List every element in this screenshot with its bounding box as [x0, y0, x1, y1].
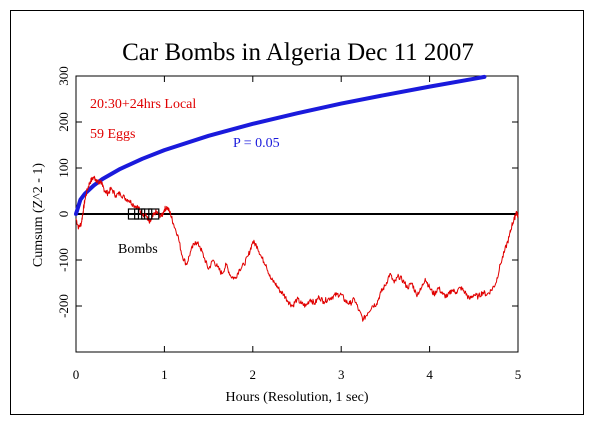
event-marker [127, 208, 140, 220]
event-marker [141, 208, 153, 220]
y-tick-label: -100 [56, 248, 71, 272]
chart-frame [10, 10, 584, 415]
probability-label: P = 0.05 [233, 136, 280, 151]
chart-title: Car Bombs in Algeria Dec 11 2007 [122, 39, 474, 66]
y-axis-label: Cumsum (Z^2 - 1) [31, 163, 46, 268]
x-tick-label: 0 [73, 367, 80, 382]
eggs-annotation: 59 Eggs [90, 127, 136, 142]
plot-area: 0 1 2 3 4 5 -200 -100 0 100 200 300 [56, 66, 521, 382]
y-tick-label: 100 [56, 158, 71, 178]
x-tick-label: 5 [515, 367, 522, 382]
x-tick-label: 4 [426, 367, 433, 382]
event-label: Bombs [118, 242, 158, 257]
event-marker [134, 208, 146, 220]
x-tick-label: 3 [338, 367, 345, 382]
y-tick-label: -200 [56, 294, 71, 318]
x-tick-label: 2 [250, 367, 257, 382]
x-axis-label: Hours (Resolution, 1 sec) [225, 390, 368, 405]
probability-envelope-line [74, 74, 487, 216]
cumsum-data-line [75, 175, 519, 322]
time-window-annotation: 20:30+24hrs Local [90, 97, 196, 112]
event-marker [148, 208, 160, 220]
y-tick-label: 0 [56, 211, 71, 218]
x-tick-label: 1 [161, 367, 168, 382]
y-tick-label: 200 [56, 112, 71, 132]
y-tick-label: 300 [56, 66, 71, 86]
